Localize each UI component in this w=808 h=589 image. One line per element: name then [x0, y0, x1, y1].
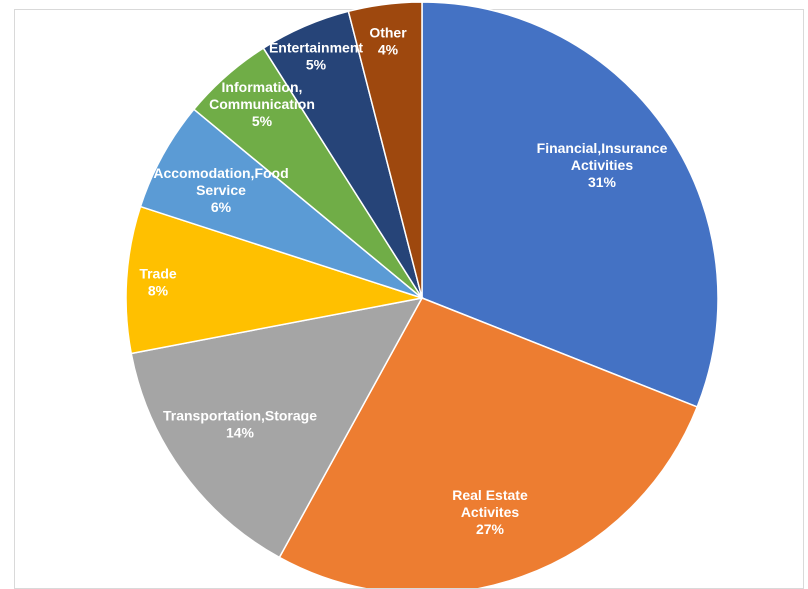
slice-label-line: Activities — [571, 157, 633, 173]
pie-labels: Financial,Insurance Activities 31% Real Est… — [139, 25, 667, 538]
slice-label: Accomodation,Food Service 6% — [153, 165, 288, 215]
slice-label-line: Trade — [139, 266, 177, 282]
slice-label-line: Activites — [461, 504, 520, 520]
slice-label: Financial,Insurance Activities 31% — [537, 140, 668, 190]
slice-label: Entertainment 5% — [269, 40, 363, 73]
slice-label-line: Real Estate — [452, 487, 528, 503]
slice-label-line: 4% — [378, 42, 399, 58]
slice-label-line: 8% — [148, 283, 169, 299]
slice-label-line: 5% — [306, 57, 327, 73]
slice-label-line: 27% — [476, 521, 505, 537]
slice-label: Information, Communication 5% — [209, 79, 315, 129]
pie-slice — [347, 1, 423, 299]
slice-label: Other 4% — [369, 25, 407, 58]
pie-slice — [130, 296, 424, 559]
slice-label-line: Information, — [222, 79, 303, 95]
slice-label-line: 5% — [252, 113, 273, 129]
slice-label-line: 14% — [226, 425, 255, 441]
pie-slice — [278, 297, 699, 588]
slice-label-line: 31% — [588, 174, 617, 190]
pie-slice — [125, 205, 423, 355]
pie-slices — [125, 1, 719, 588]
slice-label-line: Entertainment — [269, 40, 363, 56]
slice-label-line: 6% — [211, 199, 232, 215]
slice-label-line: Communication — [209, 96, 315, 112]
pie-slice — [421, 1, 719, 408]
slice-label-line: Service — [196, 182, 246, 198]
slice-label: Real Estate Activites 27% — [452, 487, 528, 537]
slice-label: Transportation,Storage 14% — [163, 408, 317, 441]
slice-label: Trade 8% — [139, 266, 177, 299]
slice-label-line: Financial,Insurance — [537, 140, 668, 156]
slice-label-line: Other — [369, 25, 407, 41]
slice-label-line: Accomodation,Food — [153, 165, 288, 181]
slice-label-line: Transportation,Storage — [163, 408, 317, 424]
